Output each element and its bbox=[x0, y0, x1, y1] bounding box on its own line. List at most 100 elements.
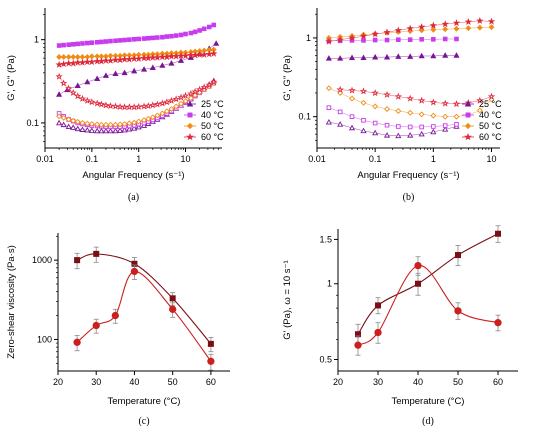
data-point bbox=[454, 252, 462, 259]
data-point bbox=[121, 126, 128, 133]
data-point bbox=[197, 28, 202, 33]
data-point bbox=[442, 26, 449, 33]
x-tick-label: 10 bbox=[486, 154, 496, 164]
panel-caption: (b) bbox=[403, 192, 415, 203]
data-point bbox=[56, 43, 62, 48]
legend: 25 °C40 °C50 °C60 °C bbox=[184, 99, 224, 142]
series-curve bbox=[76, 253, 212, 345]
data-point bbox=[205, 50, 213, 58]
data-point bbox=[206, 24, 212, 30]
x-tick-label: 60 bbox=[493, 377, 503, 387]
x-axis-label: Temperature (°C) bbox=[392, 396, 465, 407]
data-point bbox=[155, 35, 160, 40]
legend-marker bbox=[187, 112, 193, 118]
data-series bbox=[325, 85, 495, 120]
data-point bbox=[94, 39, 100, 45]
data-point bbox=[144, 54, 152, 62]
data-point bbox=[395, 53, 402, 59]
data-point bbox=[407, 53, 414, 59]
x-tick-label: 40 bbox=[129, 377, 139, 387]
data-point bbox=[337, 109, 343, 115]
data-point bbox=[384, 37, 390, 43]
series-line bbox=[328, 38, 457, 42]
data-point bbox=[210, 78, 218, 86]
x-tick-label: 30 bbox=[373, 377, 383, 387]
legend-marker bbox=[186, 132, 194, 141]
data-point bbox=[102, 56, 110, 64]
data-point bbox=[407, 124, 413, 130]
data-point bbox=[191, 87, 199, 95]
x-tick-label: 30 bbox=[91, 377, 101, 387]
data-point bbox=[98, 127, 105, 134]
data-point bbox=[121, 69, 128, 76]
data-point bbox=[383, 28, 391, 36]
data-point bbox=[130, 54, 138, 62]
data-point bbox=[488, 24, 495, 31]
data-point bbox=[372, 103, 379, 110]
data-point bbox=[361, 38, 366, 43]
data-point bbox=[135, 54, 143, 62]
data-point bbox=[453, 52, 460, 58]
data-point bbox=[149, 101, 157, 109]
panel-d: 20 30 40 50 60 0.5 1 1.5 Temperature (°C) G' (Pa)… bbox=[282, 225, 518, 427]
legend-label: 25 °C bbox=[201, 99, 224, 109]
data-point bbox=[126, 126, 133, 132]
data-point bbox=[325, 55, 332, 61]
data-point bbox=[192, 92, 199, 99]
data-point bbox=[172, 95, 180, 103]
data-point bbox=[158, 53, 167, 61]
data-point bbox=[74, 58, 82, 66]
data-point bbox=[117, 121, 123, 128]
data-point bbox=[326, 105, 332, 110]
data-point bbox=[211, 22, 217, 28]
data-point bbox=[384, 106, 390, 112]
data-point bbox=[107, 127, 114, 134]
data-point bbox=[454, 307, 462, 315]
data-point bbox=[442, 52, 449, 58]
data-point bbox=[56, 54, 63, 60]
data-point bbox=[92, 321, 100, 330]
data-point bbox=[348, 54, 356, 61]
data-point bbox=[107, 121, 114, 128]
panel-c: 20 30 40 50 60 100 1000 Temperature (°C) Zero-sh… bbox=[6, 233, 230, 427]
data-point bbox=[200, 50, 208, 58]
data-point bbox=[349, 114, 355, 119]
data-point bbox=[88, 127, 95, 133]
data-point bbox=[75, 41, 81, 47]
data-series bbox=[326, 105, 459, 130]
data-point bbox=[69, 59, 77, 67]
data-point bbox=[64, 84, 73, 92]
legend-label: 40 °C bbox=[479, 110, 502, 120]
data-point bbox=[116, 127, 124, 133]
data-point bbox=[102, 101, 110, 109]
data-point bbox=[111, 311, 119, 320]
data-point bbox=[476, 107, 483, 114]
data-point bbox=[348, 124, 356, 131]
legend-label: 60 °C bbox=[479, 132, 502, 142]
x-tick-label: 50 bbox=[453, 377, 463, 387]
series-line bbox=[328, 121, 457, 137]
data-point bbox=[85, 40, 90, 46]
data-point bbox=[66, 42, 71, 47]
data-point bbox=[125, 55, 133, 63]
data-point bbox=[93, 57, 101, 65]
data-point bbox=[102, 72, 110, 78]
data-point bbox=[159, 62, 166, 68]
data-point bbox=[407, 132, 414, 138]
data-series bbox=[326, 36, 459, 44]
data-point bbox=[131, 125, 138, 131]
data-point bbox=[188, 30, 194, 36]
data-point bbox=[348, 34, 356, 42]
data-point bbox=[207, 340, 214, 347]
data-series bbox=[55, 49, 218, 68]
data-point bbox=[126, 120, 133, 127]
data-point bbox=[187, 95, 194, 102]
data-point bbox=[418, 52, 425, 59]
data-point bbox=[417, 23, 426, 31]
data-point bbox=[65, 54, 72, 60]
data-point bbox=[429, 21, 438, 29]
data-point bbox=[135, 118, 142, 125]
data-point bbox=[140, 102, 148, 110]
data-point bbox=[487, 17, 496, 25]
data-point bbox=[153, 100, 162, 108]
